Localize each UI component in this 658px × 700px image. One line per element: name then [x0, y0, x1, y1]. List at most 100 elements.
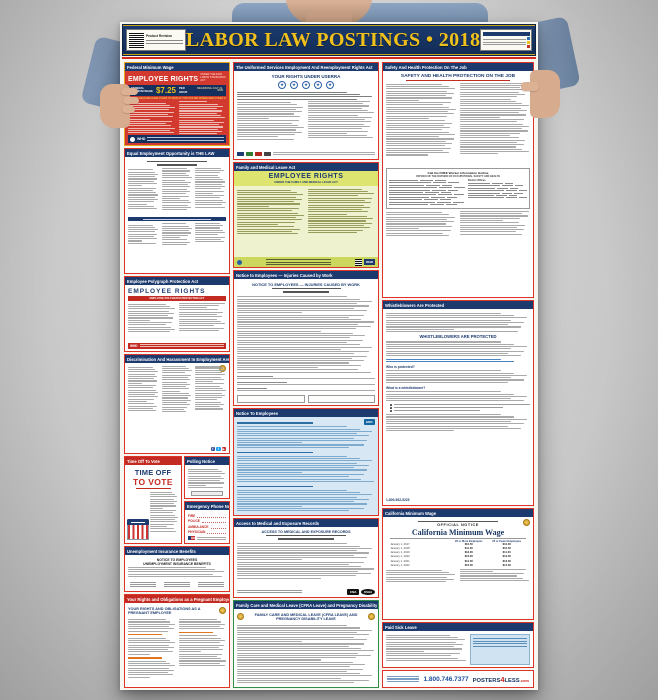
section-body: EMPLOYEE RIGHTS EMPLOYEE POLYGRAPH PROTE…	[125, 285, 229, 351]
orange-subheading	[128, 656, 163, 659]
section-body	[383, 631, 533, 667]
hyperlink-lines	[386, 357, 530, 363]
whd-label: WHD	[137, 137, 146, 141]
section-header: Polling Notice	[185, 457, 229, 466]
masthead-divider	[122, 57, 536, 59]
logo-chip	[255, 151, 262, 156]
section-unemployment-insurance: Unemployment Insurance Benefits NOTICE T…	[124, 546, 230, 592]
body-title: WHISTLEBLOWERS ARE PROTECTED	[419, 334, 497, 340]
section-header: Time Off To Vote	[125, 457, 181, 466]
records-footer: CNA OSHA	[237, 588, 375, 595]
blue-subheading	[237, 485, 313, 488]
userra-subtitle: YOUR RIGHTS UNDER USERRA	[271, 73, 341, 79]
section-california-minimum-wage: California Minimum Wage OFFICIAL NOTICE …	[382, 508, 534, 620]
left-hand-finger	[123, 97, 139, 104]
left-hand-finger	[121, 88, 138, 95]
employee-rights-title: EMPLOYEE RIGHTS	[128, 287, 206, 295]
whd-label: WHD	[363, 259, 375, 265]
polygraph-banner: EMPLOYEE POLYGRAPH PROTECTION ACT	[128, 296, 226, 302]
body-text-lines	[386, 568, 530, 617]
section-body: OFFICIAL NOTICE California Minimum Wage …	[383, 517, 533, 619]
body-text-lines	[386, 369, 530, 384]
section-body: YOUR RIGHTS UNDER USERRA ★ ★ ★ ★ ★	[234, 71, 378, 159]
footer-body: 1.800.746.7377 POSTERS 4 LESS .com	[383, 671, 533, 687]
section-userra: The Uniformed Services Employment And Re…	[233, 62, 379, 160]
question-heading: What is a whistleblower?	[386, 385, 426, 390]
section-medical-exposure-records: Access to Medical and Exposure Records A…	[233, 518, 379, 598]
labor-law-poster: Product Revision LABOR LAW POSTINGS • 20…	[120, 22, 538, 690]
table-header: 26 or More Employees 25 or Fewer Employe…	[390, 540, 525, 543]
dol-seal-icon	[237, 259, 242, 265]
section-header: Access to Medical and Exposure Records	[234, 519, 378, 528]
district-title: District Offices	[467, 178, 486, 182]
body-text-lines	[188, 468, 226, 489]
youtube-icon: ▶	[221, 446, 226, 451]
question-heading: Who is protected?	[386, 364, 415, 369]
section-whistleblowers-protected: Whistleblowers Are Protected WHISTLEBLOW…	[382, 300, 534, 506]
section-header: Notice To Employees	[234, 409, 378, 418]
flsa-subtitle: UNDER THE FAIR LABOR STANDARDS ACT	[200, 73, 226, 83]
section-body: NOTICE TO EMPLOYEES — INJURIES CAUSED BY…	[234, 279, 378, 405]
product-revision-text: Product Revision	[146, 34, 183, 45]
whd-footer: WHD	[128, 342, 226, 349]
section-body	[185, 465, 229, 498]
poster-title: LABOR LAW POSTINGS • 2018	[185, 28, 481, 51]
district-offices: District Offices	[467, 178, 527, 207]
body-text-lines	[128, 302, 226, 342]
service-branch-seals: ★ ★ ★ ★ ★	[237, 80, 375, 89]
section-paid-sick-leave: Paid Sick Leave	[382, 622, 534, 668]
section-header: Discrimination And Harassment In Employm…	[125, 355, 229, 364]
red-underline	[135, 487, 171, 489]
section-body: FAMILY CARE AND MEDICAL LEAVE (CFRA LEAV…	[234, 609, 378, 687]
poster-masthead: Product Revision LABOR LAW POSTINGS • 20…	[122, 24, 536, 56]
info-callout-box	[469, 633, 530, 665]
section-emergency-phone-numbers: Emergency Phone Numbers FIREPOLICEAMBULA…	[184, 501, 230, 544]
body-text-lines	[386, 312, 530, 334]
headline-bar	[146, 160, 208, 163]
offices-list	[389, 179, 465, 207]
section-polling-notice: Polling Notice	[184, 456, 230, 499]
two-column-text	[128, 618, 226, 685]
wage-amount: $7.25	[155, 85, 177, 95]
signature-boxes	[237, 394, 375, 403]
section-header: Paid Sick Leave	[383, 623, 533, 632]
brand-logo: POSTERS 4 LESS .com	[472, 674, 529, 684]
section-body: f t ▶	[125, 363, 229, 453]
section-body: EMPLOYEE RIGHTS UNDER THE FAIR LABOR STA…	[125, 71, 229, 145]
headline-bar	[418, 520, 498, 523]
form-lines	[237, 373, 375, 393]
section-header: Your Rights and Obligations as a Pregnan…	[125, 595, 229, 604]
poster-columns: Federal Minimum Wage EMPLOYEE RIGHTS UND…	[122, 60, 536, 688]
cna-logo: CNA	[347, 588, 359, 595]
column-b-header: 25 or Fewer Employees	[492, 540, 522, 544]
body-title: NOTICE TO EMPLOYEES — INJURIES CAUSED BY…	[252, 281, 360, 287]
state-seal-icon	[219, 365, 226, 373]
headline-bar	[282, 291, 330, 294]
signature-columns	[128, 580, 226, 588]
section-federal-minimum-wage: Federal Minimum Wage EMPLOYEE RIGHTS UND…	[124, 62, 230, 146]
compliance-label-box	[480, 29, 532, 51]
section-body: ACCESS TO MEDICAL AND EXPOSURE RECORDS C…	[234, 527, 378, 597]
body-title: YOUR RIGHTS AND OBLIGATIONS AS A PREGNAN…	[128, 606, 201, 616]
wage-label: FEDERAL MINIMUM WAGE	[131, 86, 153, 94]
left-column: Federal Minimum Wage EMPLOYEE RIGHTS UND…	[124, 62, 230, 688]
vote-row: Time Off To Vote TIME OFF TO VOTE	[124, 456, 230, 544]
to-vote-text: TO VOTE	[133, 476, 173, 487]
section-edd-notice-to-employees: Notice To Employees EDD	[233, 408, 379, 516]
middle-column: The Uniformed Services Employment And Re…	[233, 62, 379, 688]
effective-date: BEGINNING JULY 24, 2009	[197, 86, 223, 93]
body-text-lines	[234, 186, 378, 257]
lead-text-lines	[237, 91, 375, 101]
us-flag-icon	[188, 535, 195, 541]
section-header: Notice to Employees — Injuries Caused by…	[234, 271, 378, 280]
product-revision-label: Product Revision	[146, 34, 173, 39]
right-column: Safety And Health Protection On The Job …	[382, 62, 534, 688]
section-polygraph-protection: Employee Polygraph Protection Act EMPLOY…	[124, 276, 230, 352]
headline-bar	[265, 534, 347, 537]
orange-subheading	[178, 631, 213, 634]
body-text-lines	[237, 455, 375, 484]
body-text-lines	[150, 491, 178, 541]
logo-chip	[237, 151, 244, 156]
compliance-label-header	[482, 31, 530, 36]
state-seal-icon	[368, 612, 375, 620]
